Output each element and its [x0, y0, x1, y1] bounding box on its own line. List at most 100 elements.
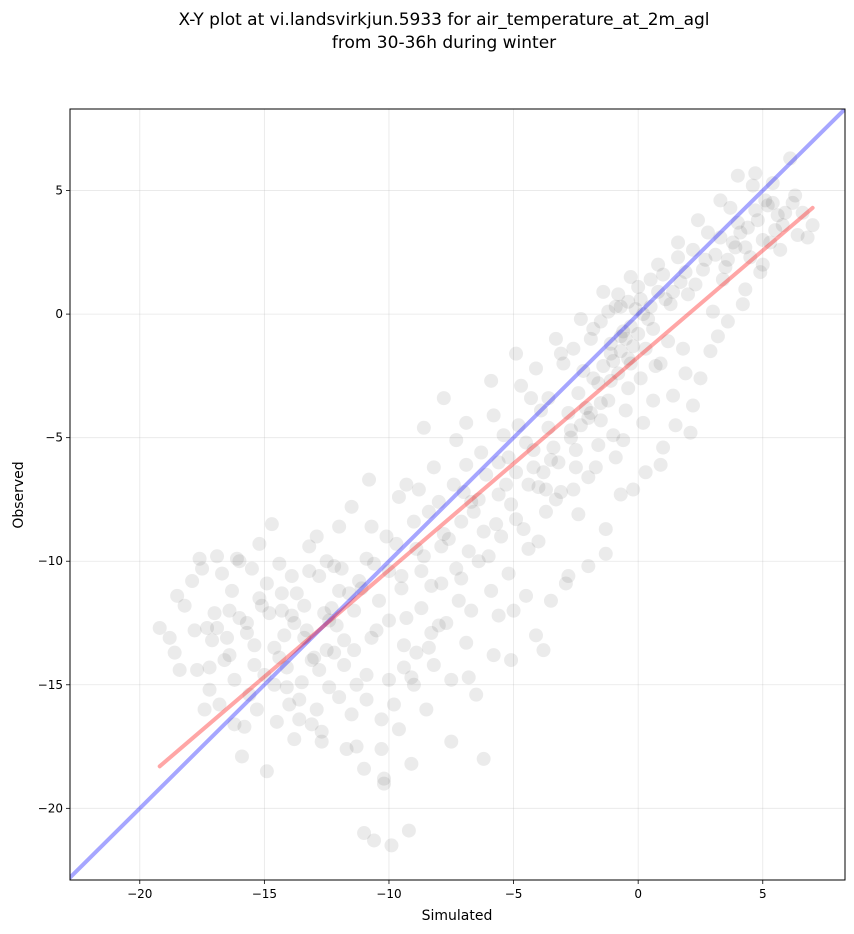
data-point [538, 482, 553, 497]
data-point [449, 561, 464, 576]
data-point [332, 690, 347, 705]
data-point [643, 272, 658, 287]
data-point [606, 428, 621, 443]
data-point [237, 719, 252, 734]
data-point [259, 764, 274, 779]
data-point [259, 576, 274, 591]
scatter-points [152, 151, 820, 853]
data-point [623, 356, 638, 371]
y-tick-label: 0 [55, 307, 63, 321]
data-point [329, 618, 344, 633]
data-point [735, 297, 750, 312]
data-point [481, 549, 496, 564]
data-point [496, 428, 511, 443]
data-point [401, 823, 416, 838]
data-point [543, 593, 558, 608]
data-point [526, 460, 541, 475]
data-point [324, 601, 339, 616]
data-point [795, 205, 810, 220]
data-point [337, 658, 352, 673]
x-axis-ticks: −20 −15 −10 −5 0 5 [127, 880, 767, 901]
data-point [543, 452, 558, 467]
data-point [431, 618, 446, 633]
data-point [658, 292, 673, 307]
data-point [409, 645, 424, 660]
x-tick-label: −15 [252, 887, 277, 901]
data-point [489, 517, 504, 532]
data-point [538, 504, 553, 519]
data-point [384, 838, 399, 853]
data-point [563, 430, 578, 445]
data-point [626, 482, 641, 497]
data-point [284, 608, 299, 623]
data-point [531, 534, 546, 549]
data-point [558, 576, 573, 591]
data-point [414, 564, 429, 579]
data-point [461, 544, 476, 559]
data-point [476, 751, 491, 766]
x-axis-label: Simulated [422, 908, 493, 924]
data-point [504, 653, 519, 668]
data-point [646, 393, 661, 408]
data-point [673, 274, 688, 289]
data-point [451, 593, 466, 608]
data-point [327, 559, 342, 574]
data-point [596, 359, 611, 373]
data-point [419, 702, 434, 717]
data-point [297, 630, 312, 645]
data-point [459, 415, 474, 430]
data-point [703, 344, 718, 359]
data-point [533, 403, 548, 418]
data-point [227, 672, 242, 687]
y-axis-label: Observed [11, 461, 27, 528]
data-point [618, 331, 633, 346]
data-point [621, 381, 636, 396]
data-point [790, 228, 805, 243]
data-point [374, 712, 389, 727]
data-point [232, 611, 247, 626]
data-point [571, 386, 586, 401]
data-point [202, 682, 217, 697]
data-point [239, 616, 254, 630]
data-point [656, 440, 671, 455]
data-point [242, 687, 257, 702]
data-point [521, 477, 536, 492]
data-point [317, 606, 332, 621]
data-point [773, 242, 788, 257]
data-point [626, 339, 641, 354]
data-point [212, 697, 227, 712]
data-point [294, 675, 309, 690]
data-point [352, 573, 367, 588]
data-point [566, 482, 581, 497]
data-point [708, 247, 723, 262]
data-point [302, 539, 317, 554]
data-point [334, 561, 349, 576]
data-point [521, 541, 536, 556]
data-point [643, 299, 658, 314]
data-point [416, 420, 431, 435]
data-point [641, 312, 656, 327]
data-point [349, 739, 364, 754]
data-point [800, 230, 815, 245]
data-point [695, 262, 710, 277]
data-point [449, 433, 464, 448]
data-point [454, 571, 469, 586]
data-point [603, 346, 618, 361]
data-point [621, 351, 636, 366]
identity-line [70, 109, 845, 880]
data-point [778, 205, 793, 220]
data-point [661, 334, 676, 349]
data-point [207, 606, 222, 621]
data-point [526, 443, 541, 458]
data-point [170, 588, 185, 603]
data-point [573, 312, 588, 327]
data-point [222, 648, 237, 663]
data-point [399, 611, 414, 626]
data-point [152, 620, 167, 635]
data-point [479, 467, 494, 482]
data-point [347, 643, 362, 658]
data-point [434, 539, 449, 554]
data-point [367, 556, 382, 571]
data-point [224, 583, 239, 598]
